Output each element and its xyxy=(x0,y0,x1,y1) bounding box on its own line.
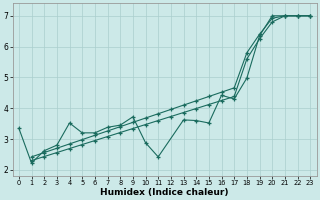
X-axis label: Humidex (Indice chaleur): Humidex (Indice chaleur) xyxy=(100,188,229,197)
